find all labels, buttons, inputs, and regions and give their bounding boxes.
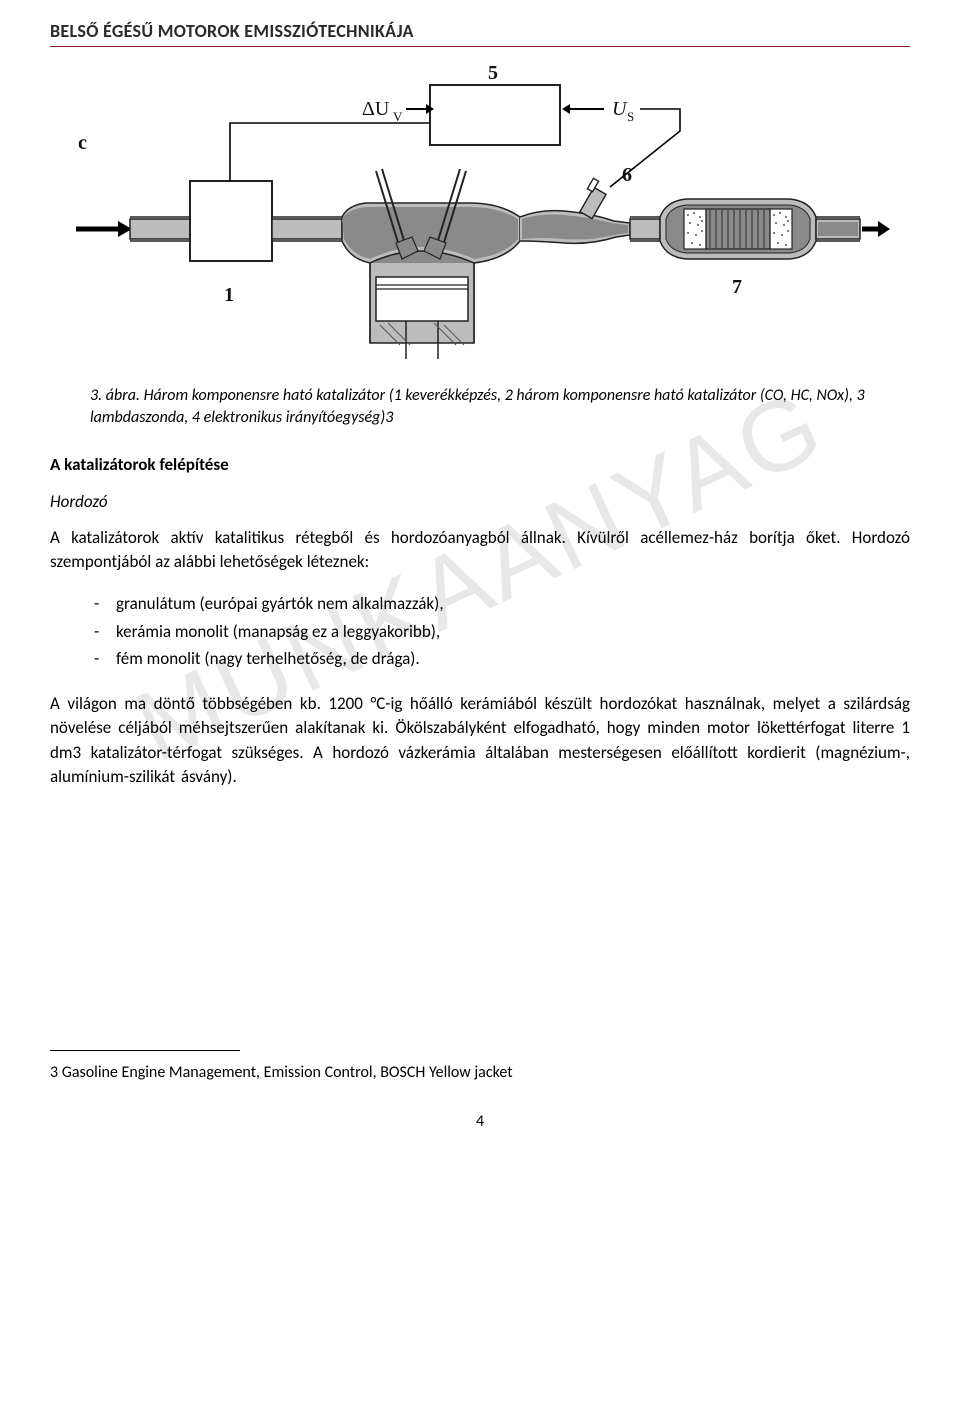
arrow-out-icon — [862, 221, 890, 237]
diagram-label-7: 7 — [732, 276, 742, 298]
page-header-title: BELSŐ ÉGÉSŰ MOTOROK EMISSZIÓTECHNIKÁJA — [50, 20, 910, 42]
subheading-hordozo: Hordozó — [50, 491, 910, 512]
svg-text:ΔU: ΔU — [362, 98, 390, 120]
caption-text: Három komponensre ható katalizátor (1 ke… — [90, 386, 865, 427]
svg-text:S: S — [627, 109, 634, 124]
lambda-sensor — [580, 178, 606, 218]
footnote-separator — [50, 1050, 240, 1051]
wire-sensor-to-ecu — [610, 109, 680, 187]
body-paragraph-2: A világon ma döntő többségében kb. 1200 … — [50, 692, 910, 791]
svg-text:V: V — [393, 109, 403, 124]
figure-caption: 3. ábra. Három komponensre ható katalizá… — [90, 385, 870, 430]
engine-body — [342, 169, 520, 359]
diagram-label-c: c — [78, 132, 87, 154]
engine-catalyst-diagram: .lbl { font-family: 'Times New Roman', s… — [70, 63, 890, 373]
page-number: 4 — [50, 1112, 910, 1131]
mixture-box — [190, 181, 272, 261]
list-item: kerámia monolit (manapság ez a leggyakor… — [94, 619, 910, 645]
caption-prefix: 3. ábra. — [90, 386, 140, 405]
tailpipe — [816, 217, 860, 241]
control-unit-box — [430, 85, 560, 145]
wire-ecu-to-mixture — [230, 123, 430, 181]
intake-pipe-2 — [272, 217, 342, 241]
diagram-label-6: 6 — [622, 164, 632, 186]
header-rule — [50, 46, 910, 47]
svg-text:U: U — [612, 98, 628, 120]
bullet-list: granulátum (európai gyártók nem alkalmaz… — [50, 591, 910, 672]
diagram-label-5: 5 — [488, 63, 498, 84]
arrow-in-icon — [76, 221, 132, 237]
us-label: U S — [562, 98, 634, 124]
intake-pipe — [130, 217, 190, 241]
diagram-label-1: 1 — [224, 284, 234, 306]
list-item: fém monolit (nagy terhelhetőség, de drág… — [94, 646, 910, 672]
intro-paragraph: A katalizátorok aktív katalitikus rétegb… — [50, 526, 910, 575]
section-heading: A katalizátorok felépítése — [50, 454, 910, 475]
footnote-text: 3 Gasoline Engine Management, Emission C… — [50, 1063, 910, 1082]
delta-uv-label: ΔU V — [362, 98, 434, 124]
list-item: granulátum (európai gyártók nem alkalmaz… — [94, 591, 910, 617]
catalytic-converter — [660, 199, 816, 259]
